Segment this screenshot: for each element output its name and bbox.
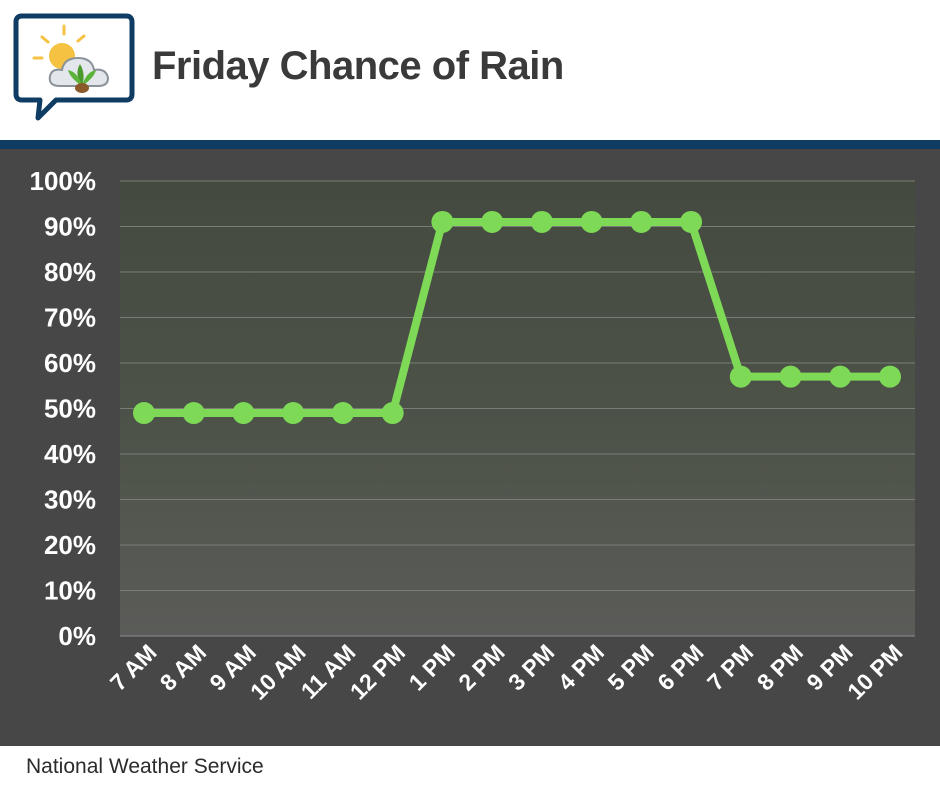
x-tick-label: 8 AM — [155, 639, 212, 696]
y-tick-label: 40% — [44, 439, 96, 469]
data-point — [680, 210, 703, 233]
series-line — [140, 217, 894, 418]
header: Friday Chance of Rain — [0, 0, 940, 140]
data-point — [530, 210, 553, 233]
chart-panel: 0% 10% 20% 30% 40% 50% 60% 70% 80% 90% 100% 7 AM 8 … — [0, 149, 940, 746]
line-chart: 0%10%20%30%40%50%60%70%80%90%100% 7 AM8 … — [30, 166, 915, 705]
x-tick-label: 6 PM — [652, 639, 708, 695]
y-tick-label: 90% — [44, 212, 96, 242]
source-credit: National Weather Service — [26, 755, 264, 778]
x-tick-label: 11 AM — [296, 639, 361, 704]
chart-title: Friday Chance of Rain — [152, 44, 564, 88]
x-tick-label: 5 PM — [603, 639, 659, 695]
data-point — [630, 210, 653, 233]
footer: National Weather Service — [0, 746, 940, 788]
weather-speech-bubble-icon — [13, 13, 135, 121]
y-tick-label: 10% — [44, 576, 96, 606]
data-point — [331, 402, 354, 425]
series-points — [133, 210, 901, 425]
y-tick-label: 100% — [30, 166, 97, 196]
y-tick-label: 30% — [44, 485, 96, 515]
y-tick-label: 50% — [44, 394, 96, 424]
data-point — [182, 402, 205, 425]
data-point — [879, 365, 901, 388]
y-axis-ticks: 0% 10% 20% 30% 40% 50% 60% 70% 80% 90% 100% — [30, 166, 97, 651]
x-tick-label: 1 PM — [404, 639, 460, 695]
rain-chance-line — [140, 217, 894, 418]
y-tick-label: 60% — [44, 348, 96, 378]
data-point — [829, 365, 852, 388]
x-tick-label: 10 PM — [842, 639, 907, 704]
data-point — [729, 365, 752, 388]
x-tick-label: 2 PM — [453, 639, 509, 695]
x-tick-label: 4 PM — [553, 639, 609, 695]
data-point — [580, 210, 603, 233]
x-tick-label: 7 PM — [702, 639, 758, 695]
data-point — [431, 210, 454, 233]
x-tick-label: 3 PM — [503, 639, 559, 695]
data-point — [282, 402, 305, 425]
data-point — [133, 402, 155, 425]
y-tick-label: 0% — [58, 621, 96, 651]
data-point — [232, 402, 255, 425]
data-point — [481, 210, 504, 233]
x-tick-label: 8 PM — [752, 639, 808, 695]
y-tick-label: 70% — [44, 303, 96, 333]
x-tick-label: 12 PM — [345, 639, 410, 704]
x-tick-label: 7 AM — [105, 639, 162, 696]
header-divider — [0, 140, 940, 149]
y-tick-label: 20% — [44, 530, 96, 560]
y-tick-label: 80% — [44, 257, 96, 287]
data-point — [779, 365, 802, 388]
x-tick-label: 10 AM — [245, 639, 311, 705]
data-point — [381, 402, 404, 425]
